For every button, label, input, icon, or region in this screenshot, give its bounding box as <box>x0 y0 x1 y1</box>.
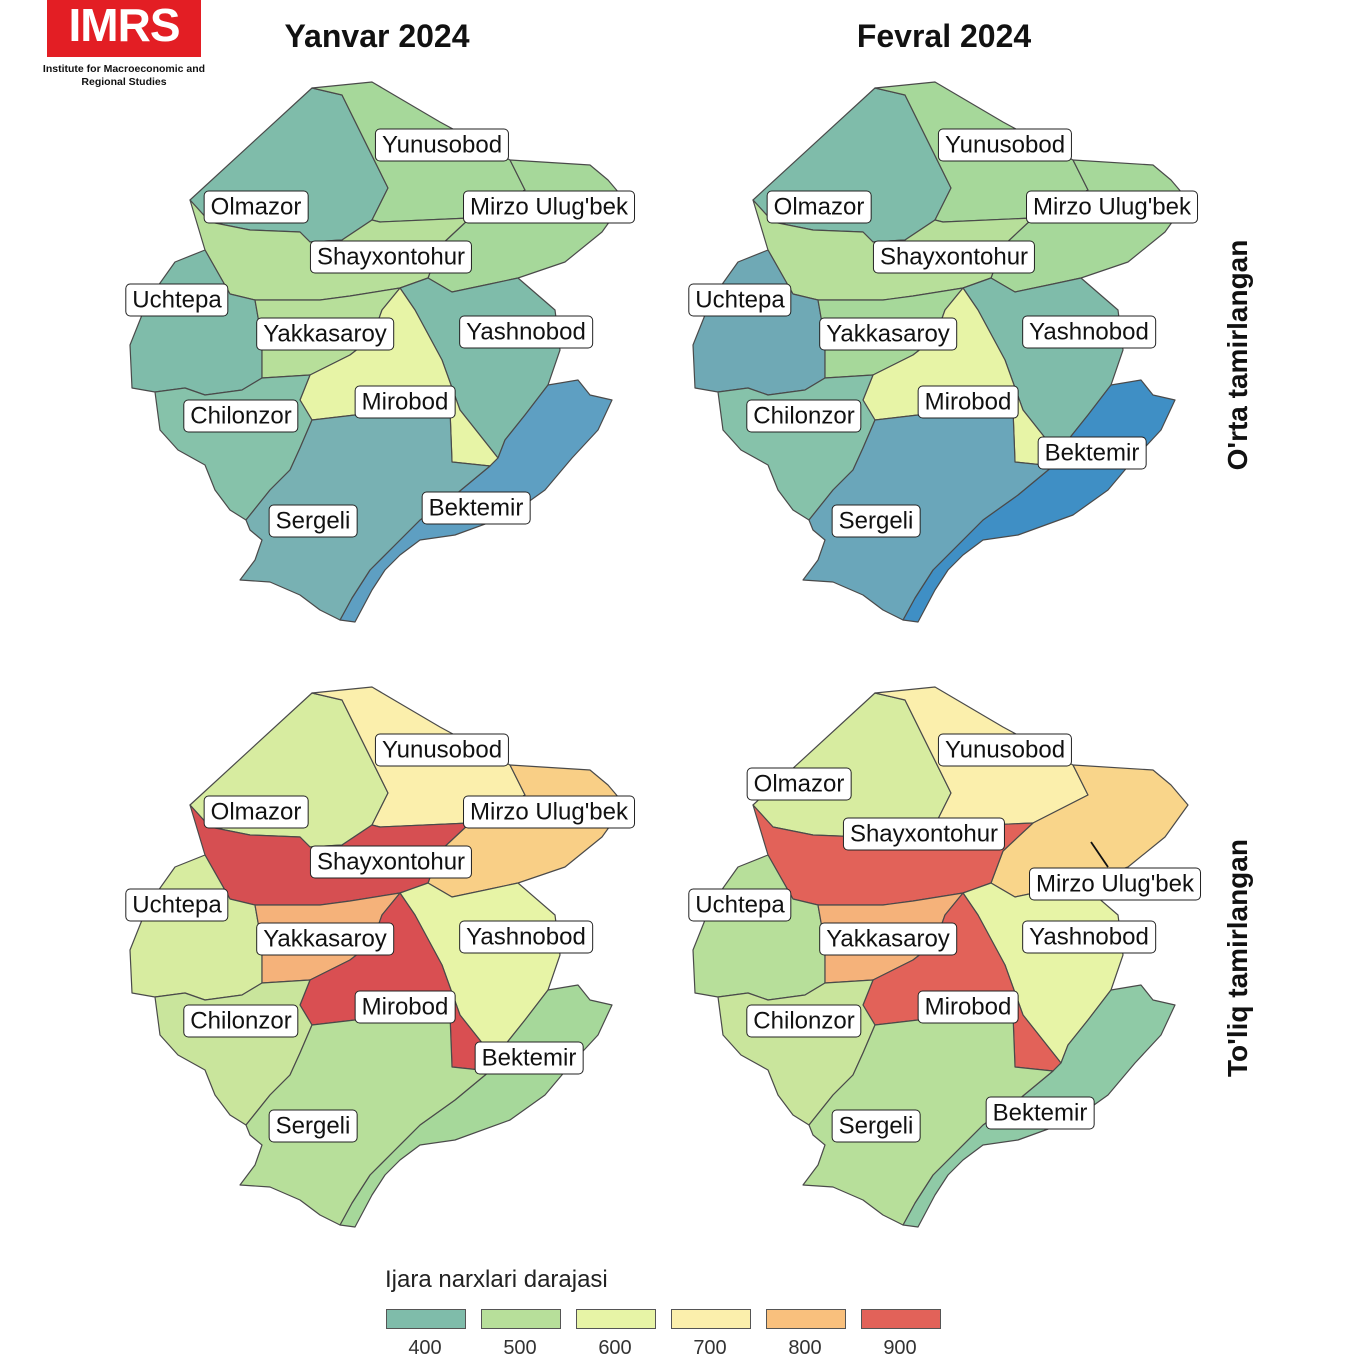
legend-label-400: 400 <box>408 1337 442 1359</box>
legend-label-600: 600 <box>598 1337 632 1359</box>
legend-swatch-600 <box>576 1309 656 1329</box>
district-label-bektemir: Bektemir <box>985 1096 1095 1130</box>
district-label-olmazor: Olmazor <box>766 190 872 224</box>
map-panel-3 <box>129 686 626 1228</box>
district-label-yashnobod: Yashnobod <box>459 315 593 349</box>
district-label-yunusobod: Yunusobod <box>374 128 510 162</box>
district-label-mirobod: Mirobod <box>917 990 1019 1024</box>
district-label-yashnobod: Yashnobod <box>1022 315 1156 349</box>
logo-mark: IMRS <box>47 0 201 57</box>
district-label-shayxontohur: Shayxontohur <box>309 240 473 274</box>
legend-swatch-500 <box>481 1309 561 1329</box>
logo-subtitle: Institute for Macroeconomic and Regional… <box>42 63 206 88</box>
district-label-shayxontohur: Shayxontohur <box>872 240 1036 274</box>
map-panel-1 <box>129 81 626 623</box>
label-leader-line <box>1090 841 1109 868</box>
district-label-mirobod: Mirobod <box>354 990 456 1024</box>
district-label-mirzo-ulugbek: Mirzo Ulug'bek <box>1029 867 1201 901</box>
district-label-uchtepa: Uchtepa <box>125 888 229 922</box>
district-label-mirzo-ulugbek: Mirzo Ulug'bek <box>1026 190 1198 224</box>
district-label-yashnobod: Yashnobod <box>459 920 593 954</box>
district-label-yunusobod: Yunusobod <box>937 128 1073 162</box>
district-label-yunusobod: Yunusobod <box>937 733 1073 767</box>
column-title-february: Fevral 2024 <box>856 18 1032 54</box>
district-label-olmazor: Olmazor <box>203 795 309 829</box>
legend-label-500: 500 <box>503 1337 537 1359</box>
legend-swatch-800 <box>766 1309 846 1329</box>
district-label-yakkasaroy: Yakkasaroy <box>819 922 957 956</box>
district-label-yakkasaroy: Yakkasaroy <box>819 317 957 351</box>
legend-label-700: 700 <box>693 1337 727 1359</box>
legend-title: Ijara narxlari darajasi <box>385 1266 608 1293</box>
district-label-sergeli: Sergeli <box>268 504 358 538</box>
district-label-sergeli: Sergeli <box>831 504 921 538</box>
district-label-uchtepa: Uchtepa <box>688 888 792 922</box>
district-label-yakkasaroy: Yakkasaroy <box>256 317 394 351</box>
district-label-sergeli: Sergeli <box>831 1109 921 1143</box>
district-label-chilonzor: Chilonzor <box>746 1004 862 1038</box>
district-label-sergeli: Sergeli <box>268 1109 358 1143</box>
district-label-mirobod: Mirobod <box>917 385 1019 419</box>
district-label-olmazor: Olmazor <box>746 767 852 801</box>
district-label-mirzo-ulugbek: Mirzo Ulug'bek <box>463 795 635 829</box>
district-label-yashnobod: Yashnobod <box>1022 920 1156 954</box>
district-label-olmazor: Olmazor <box>203 190 309 224</box>
district-label-bektemir: Bektemir <box>421 491 531 525</box>
district-label-yakkasaroy: Yakkasaroy <box>256 922 394 956</box>
map-panel-2 <box>692 81 1189 623</box>
district-label-chilonzor: Chilonzor <box>183 1004 299 1038</box>
district-label-uchtepa: Uchtepa <box>125 283 229 317</box>
legend-swatch-900 <box>861 1309 941 1329</box>
district-label-yunusobod: Yunusobod <box>374 733 510 767</box>
legend-label-900: 900 <box>883 1337 917 1359</box>
imrs-logo: IMRS Institute for Macroeconomic and Reg… <box>43 0 207 95</box>
district-label-chilonzor: Chilonzor <box>746 399 862 433</box>
district-label-chilonzor: Chilonzor <box>183 399 299 433</box>
district-label-mirzo-ulugbek: Mirzo Ulug'bek <box>463 190 635 224</box>
legend-swatch-400 <box>386 1309 466 1329</box>
legend-swatch-700 <box>671 1309 751 1329</box>
district-label-mirobod: Mirobod <box>354 385 456 419</box>
district-label-shayxontohur: Shayxontohur <box>842 817 1006 851</box>
legend-label-800: 800 <box>788 1337 822 1359</box>
district-label-shayxontohur: Shayxontohur <box>309 845 473 879</box>
district-label-bektemir: Bektemir <box>1037 436 1147 470</box>
district-label-bektemir: Bektemir <box>474 1041 584 1075</box>
column-title-january: Yanvar 2024 <box>284 18 470 54</box>
district-label-uchtepa: Uchtepa <box>688 283 792 317</box>
